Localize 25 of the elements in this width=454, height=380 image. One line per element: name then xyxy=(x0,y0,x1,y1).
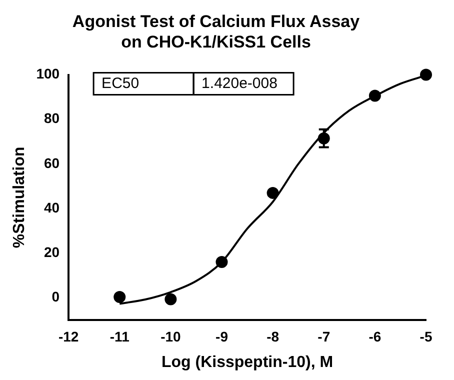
annotation: 1.420e-008 xyxy=(202,74,278,92)
x-tick-label: -10 xyxy=(160,328,182,344)
point xyxy=(114,291,126,304)
x-tick-label: -9 xyxy=(216,328,228,344)
x-tick-label: -8 xyxy=(266,328,280,344)
x-tick-label: -12 xyxy=(58,328,79,344)
y-tick-label: 0 xyxy=(52,288,60,305)
annotation: EC50 xyxy=(102,74,140,92)
y-tick-label: 40 xyxy=(44,199,60,216)
x-tick-label: -7 xyxy=(318,328,330,344)
chart-title: Agonist Test of Calcium Flux Assay on CHO-K1/KiSS1 Cells xyxy=(72,12,360,52)
point xyxy=(266,186,279,199)
point xyxy=(368,90,381,102)
x-tick-label: -6 xyxy=(368,328,382,344)
y-tick-label: 60 xyxy=(44,154,60,171)
x-tick-label: -5 xyxy=(420,328,432,344)
point xyxy=(420,68,432,81)
x-tick-label: -11 xyxy=(110,328,130,344)
x-axis-title: Log (Kisspeptin-10), M xyxy=(162,354,334,371)
y-tick-label: 20 xyxy=(44,244,60,260)
point xyxy=(216,256,228,268)
y-tick-label: 100 xyxy=(36,66,60,82)
y-tick-label: 80 xyxy=(44,110,60,126)
point xyxy=(164,293,177,306)
y-axis-title: %Stimulation xyxy=(11,146,28,248)
